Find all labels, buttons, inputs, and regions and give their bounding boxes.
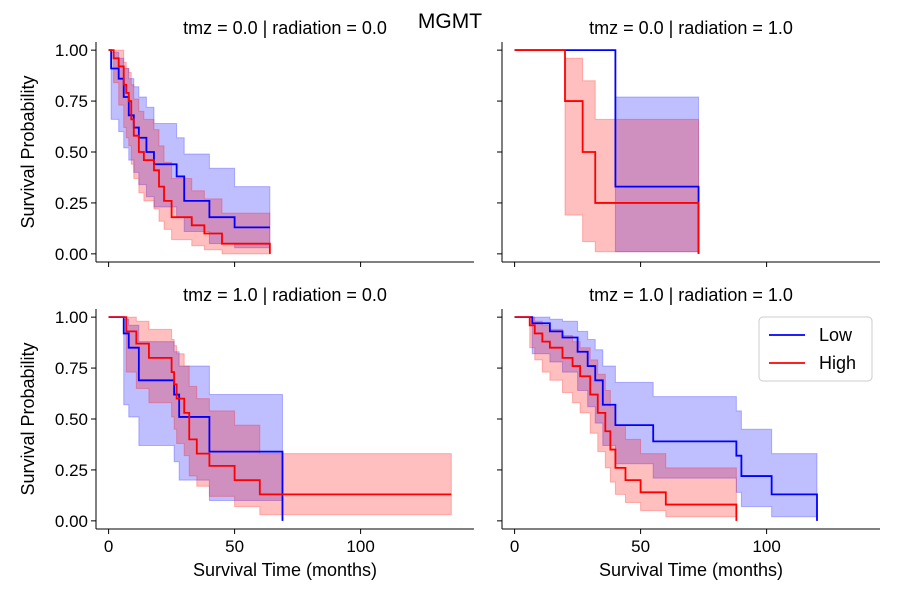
y-tick-label: 0.50 <box>55 410 88 429</box>
subplot-3: 0 50 100 0.00 0.25 0.50 0.75 1.00 tmz = 1.0 | ra… <box>18 285 474 580</box>
figure-suptitle: MGMT <box>418 10 482 33</box>
x-tick-label: 50 <box>631 537 650 556</box>
y-tick-label: 0.75 <box>55 92 88 111</box>
y-tick-label: 0.25 <box>55 194 88 213</box>
survival-line-high <box>514 49 700 254</box>
y-tick-label: 0.50 <box>55 143 88 162</box>
legend-box <box>758 316 873 382</box>
y-tick-label: 1.00 <box>55 41 88 60</box>
ci-band-low <box>108 49 271 249</box>
legend-label-high: High <box>819 353 856 373</box>
y-tick-label: 0.25 <box>55 461 88 480</box>
survival-line-low <box>108 49 270 229</box>
ci-band-high <box>514 49 700 254</box>
survival-line-high <box>108 49 271 254</box>
subplot-2: tmz = 0.0 | radiation = 1.0 <box>497 18 880 267</box>
subplot-title: tmz = 1.0 | radiation = 1.0 <box>589 285 793 305</box>
x-axis-title: Survival Time (months) <box>193 560 377 580</box>
x-tick-label: 50 <box>225 537 244 556</box>
x-tick-label: 0 <box>104 537 113 556</box>
legend: Low High <box>758 316 873 382</box>
subplot-title: tmz = 0.0 | radiation = 1.0 <box>589 18 793 38</box>
y-tick-label: 0.00 <box>55 512 88 531</box>
ci-band-high <box>108 316 452 516</box>
x-tick-label: 0 <box>510 537 519 556</box>
legend-label-low: Low <box>819 325 853 345</box>
subplot-title: tmz = 0.0 | radiation = 0.0 <box>183 18 387 38</box>
ci-band-low <box>108 316 283 521</box>
y-axis-title: Survival Probability <box>18 75 38 228</box>
y-tick-label: 0.00 <box>55 245 88 264</box>
x-tick-label: 100 <box>346 537 374 556</box>
y-tick-label: 0.75 <box>55 359 88 378</box>
x-axis-title: Survival Time (months) <box>599 560 783 580</box>
subplot-title: tmz = 1.0 | radiation = 0.0 <box>183 285 387 305</box>
y-axis-title: Survival Probability <box>18 342 38 495</box>
x-tick-label: 100 <box>752 537 780 556</box>
survival-line-low <box>514 316 818 521</box>
subplot-1: 0.00 0.25 0.50 0.75 1.00 tmz = 0.0 | radiatio… <box>18 18 474 267</box>
subplot-4: 0 50 100 tmz = 1.0 | radiation = 1.0 Surviva… <box>497 285 880 580</box>
y-tick-label: 1.00 <box>55 308 88 327</box>
survival-line-high <box>514 316 738 521</box>
survival-line-high <box>108 316 452 496</box>
